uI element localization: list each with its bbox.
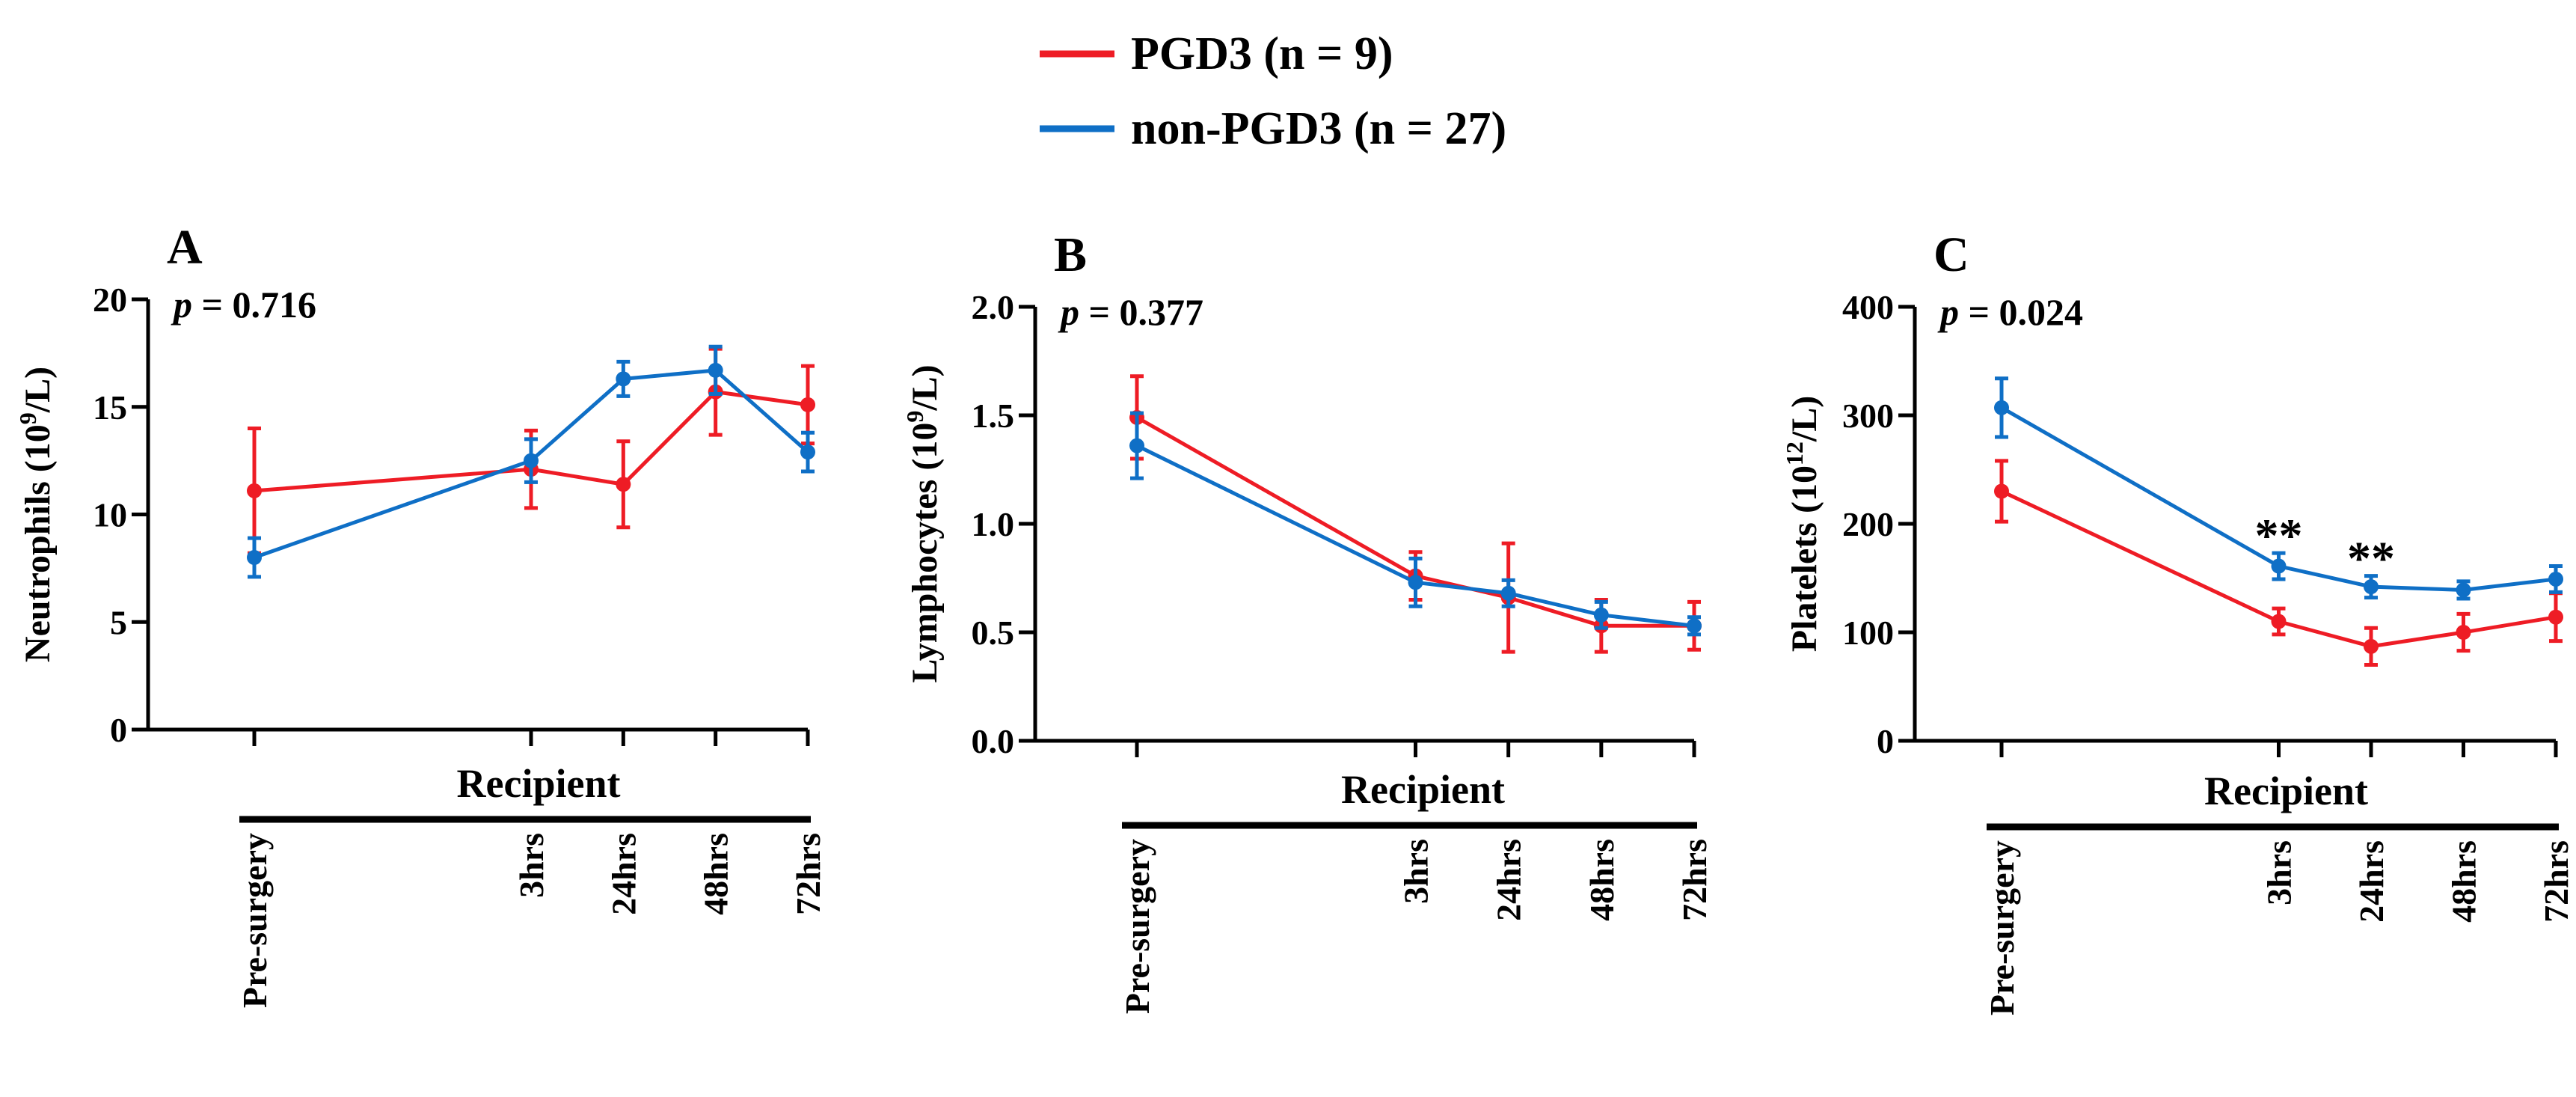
data-point-pgd3 xyxy=(616,477,631,492)
x-category-72hrs: 72hrs xyxy=(789,833,827,915)
legend-label-pgd3: PGD3 (n = 9) xyxy=(1131,28,1393,79)
data-point-non-pgd3 xyxy=(708,362,723,378)
data-point-non-pgd3 xyxy=(1500,585,1516,601)
y-axis-title-sup: 9 xyxy=(14,412,41,424)
data-point-non-pgd3 xyxy=(2456,582,2471,598)
y-tick-label: 0 xyxy=(1877,722,1894,760)
x-category-3hrs: 3hrs xyxy=(512,833,551,898)
data-point-pgd3 xyxy=(1994,483,2009,499)
y-tick-label: 100 xyxy=(1842,614,1894,652)
p-label: p xyxy=(1937,291,1959,333)
legend-label-non-pgd3: non-PGD3 (n = 27) xyxy=(1131,103,1506,154)
x-category-48hrs: 48hrs xyxy=(2445,840,2483,923)
data-point-non-pgd3 xyxy=(1129,438,1144,453)
significance-marker: ** xyxy=(2255,509,2303,562)
y-tick-label: 5 xyxy=(110,603,127,641)
data-point-pgd3 xyxy=(2548,609,2563,625)
y-axis-title-main: Lymphocytes (10 xyxy=(905,423,945,683)
data-point-pgd3 xyxy=(2271,614,2287,629)
p-value: p = 0.024 xyxy=(1937,291,2083,333)
y-axis-title-main: Neutrophils (10 xyxy=(18,424,58,662)
y-tick-label: 15 xyxy=(93,388,127,427)
y-axis-title-main: Platelets (10 xyxy=(1785,465,1824,652)
p-label: p xyxy=(171,284,192,326)
y-tick-label: 10 xyxy=(93,496,127,534)
y-axis-title-sup: 12 xyxy=(1781,441,1808,465)
data-point-non-pgd3 xyxy=(247,550,262,565)
x-category-pre-surgery: Pre-surgery xyxy=(1118,839,1156,1014)
y-tick-label: 1.5 xyxy=(972,397,1015,435)
x-category-72hrs: 72hrs xyxy=(1675,839,1714,921)
panel-letter: B xyxy=(1054,227,1087,282)
p-value-number: = 0.716 xyxy=(192,284,316,326)
panel-letter: C xyxy=(1933,227,1969,282)
x-group-label: Recipient xyxy=(2204,768,2368,813)
p-value: p = 0.716 xyxy=(171,284,316,326)
y-axis-title-end: /L) xyxy=(18,367,58,413)
p-value-number: = 0.024 xyxy=(1959,291,2083,333)
panel-letter: A xyxy=(167,220,203,275)
y-tick-label: 400 xyxy=(1842,288,1894,326)
x-category-pre-surgery: Pre-surgery xyxy=(1983,840,2021,1015)
p-value-number: = 0.377 xyxy=(1079,291,1203,333)
x-category-24hrs: 24hrs xyxy=(604,833,643,915)
data-point-pgd3 xyxy=(247,483,262,498)
panel-a: Ap = 0.716 Neutrophils (109/L) 0 5 10 15 20 Rec… xyxy=(14,220,827,1008)
x-group-label: Recipient xyxy=(457,761,621,806)
x-category-3hrs: 3hrs xyxy=(1397,839,1435,904)
data-point-non-pgd3 xyxy=(800,444,815,460)
data-point-pgd3 xyxy=(2364,638,2379,654)
x-category-pre-surgery: Pre-surgery xyxy=(236,833,274,1008)
data-point-non-pgd3 xyxy=(616,371,631,387)
data-point-non-pgd3 xyxy=(1687,618,1702,634)
x-category-48hrs: 48hrs xyxy=(697,833,735,915)
y-axis-title-end: /L) xyxy=(905,364,945,411)
y-axis-title: Neutrophils (109/L) xyxy=(14,367,58,662)
data-point-non-pgd3 xyxy=(2271,558,2287,574)
y-axis-title-sup: 9 xyxy=(901,411,928,423)
y-tick-label: 20 xyxy=(93,281,127,319)
y-tick-label: 0 xyxy=(110,711,127,749)
y-axis-title: Lymphocytes (109/L) xyxy=(901,364,945,682)
panel-b: Bp = 0.377 Lymphocytes (109/L) 0.0 0.5 1.0 1.… xyxy=(901,227,1714,1014)
significance-marker: ** xyxy=(2347,532,2395,585)
x-category-72hrs: 72hrs xyxy=(2537,840,2575,923)
x-category-24hrs: 24hrs xyxy=(1490,839,1528,921)
x-category-48hrs: 48hrs xyxy=(1583,839,1621,921)
x-category-24hrs: 24hrs xyxy=(2352,840,2391,923)
y-axis-title-end: /L) xyxy=(1785,396,1824,442)
data-point-non-pgd3 xyxy=(1593,607,1609,623)
data-point-non-pgd3 xyxy=(2364,579,2379,595)
data-point-pgd3 xyxy=(800,397,815,412)
y-tick-label: 200 xyxy=(1842,505,1894,543)
data-point-non-pgd3 xyxy=(1994,400,2009,415)
y-axis-title: Platelets (1012/L) xyxy=(1781,396,1824,653)
panel-c: Cp = 0.024 Platelets (1012/L) 0 100 200 300 40… xyxy=(1781,227,2575,1015)
data-point-pgd3 xyxy=(2456,625,2471,640)
p-value: p = 0.377 xyxy=(1058,291,1203,333)
y-tick-label: 2.0 xyxy=(972,288,1015,326)
data-point-non-pgd3 xyxy=(1408,575,1423,590)
y-tick-label: 300 xyxy=(1842,397,1894,435)
y-tick-label: 1.0 xyxy=(972,505,1015,543)
data-point-non-pgd3 xyxy=(524,453,539,468)
y-tick-label: 0.5 xyxy=(972,614,1015,652)
legend: PGD3 (n = 9) non-PGD3 (n = 27) xyxy=(1040,28,1506,154)
y-tick-label: 0.0 xyxy=(972,722,1015,760)
p-label: p xyxy=(1058,291,1079,333)
data-point-non-pgd3 xyxy=(2548,571,2563,587)
x-group-label: Recipient xyxy=(1341,767,1505,812)
x-category-3hrs: 3hrs xyxy=(2260,840,2299,905)
